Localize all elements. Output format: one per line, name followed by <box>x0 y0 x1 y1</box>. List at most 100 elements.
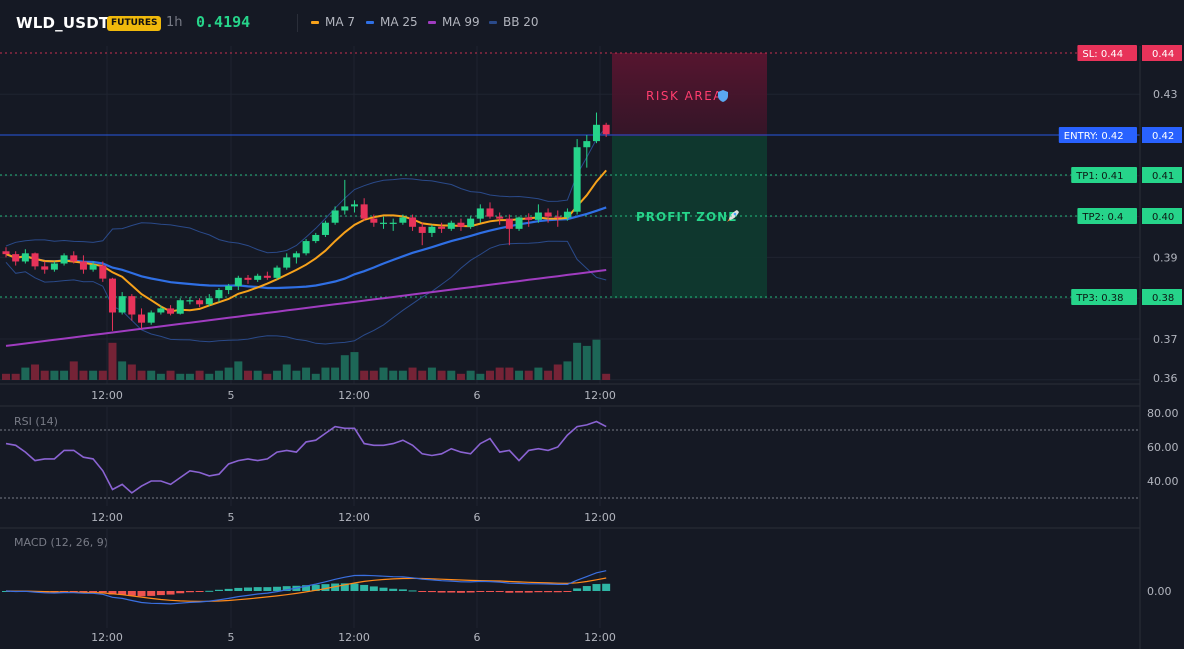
time-tick-label: 12:00 <box>338 389 370 402</box>
volume-bar <box>147 370 156 380</box>
volume-bar <box>253 370 262 380</box>
macd-panel[interactable]: 0.00 12:00 5 12:00 6 12:00 <box>2 528 1172 644</box>
macd-hist-bar <box>205 590 214 592</box>
macd-hist-bar <box>486 591 494 592</box>
level-price-text: 0.38 <box>1152 293 1174 304</box>
price-time-axis: 12:00 5 12:00 6 12:00 <box>91 389 616 402</box>
profit-zone: PROFIT ZONE <box>612 136 767 298</box>
macd-hist-bar <box>127 591 136 596</box>
bb-lower-line <box>5 240 607 345</box>
level-tag-box <box>1058 127 1137 143</box>
volume-bar <box>195 370 204 380</box>
macd-hist-bar <box>224 588 233 591</box>
level-tag-text: TP2: 0.4 <box>1081 212 1123 223</box>
volume-bar <box>456 373 465 380</box>
macd-hist-bar <box>302 585 311 591</box>
candle-body <box>138 314 146 323</box>
legend-ma25[interactable]: MA 25 <box>366 15 418 29</box>
legend-bb20[interactable]: BB 20 <box>489 15 539 29</box>
time-tick-label: 5 <box>228 631 235 644</box>
legend-ma7-label: MA 7 <box>325 15 356 29</box>
candle-body <box>486 208 494 217</box>
volume-bar <box>369 370 378 380</box>
rsi-line <box>5 420 607 494</box>
candle-body <box>225 285 233 291</box>
candle-body <box>176 300 184 314</box>
macd-hist-bar <box>602 583 611 591</box>
volume-bar <box>31 364 40 380</box>
price-tick-label: 0.39 <box>1153 251 1178 264</box>
candle-body <box>496 216 504 219</box>
macd-hist-bar <box>389 588 398 591</box>
candle-body <box>380 222 388 224</box>
level-price-box <box>1142 127 1182 143</box>
volume-bar <box>427 367 436 380</box>
candle-body <box>563 211 571 218</box>
volume-bar <box>331 367 340 380</box>
volume-bar <box>311 373 320 380</box>
level-lines <box>0 52 1140 298</box>
symbol-name[interactable]: WLD_USDT <box>16 14 110 32</box>
candle-body <box>215 290 223 299</box>
volume-bar <box>244 370 252 380</box>
candle-body <box>273 267 281 278</box>
macd-hist-bar <box>185 591 194 593</box>
candle-body <box>128 296 136 315</box>
macd-hist-bar <box>214 589 223 591</box>
macd-hist-bar <box>515 591 524 593</box>
macd-hist-bar <box>592 584 601 591</box>
candle-body <box>89 264 97 270</box>
candle-body <box>573 147 581 212</box>
rsi-panel[interactable]: 80.00 60.00 40.00 12:00 5 12:00 6 12:00 <box>0 406 1179 524</box>
price-tick-label: 0.37 <box>1153 333 1178 346</box>
volume-bar <box>185 373 194 380</box>
legend-ma99[interactable]: MA 99 <box>428 15 480 29</box>
market-badge: FUTURES <box>107 16 162 31</box>
price-axis[interactable]: 0.43 0.39 0.37 0.36 <box>1153 88 1178 385</box>
time-tick-label: 5 <box>228 511 235 524</box>
candle-body <box>147 312 155 323</box>
volume-bar <box>302 367 311 380</box>
time-tick-label: 12:00 <box>91 631 123 644</box>
candle-body <box>428 226 436 233</box>
macd-hist-bar <box>234 587 243 591</box>
candle-body <box>438 226 446 229</box>
volume-bar <box>534 367 543 380</box>
time-tick-label: 5 <box>228 389 235 402</box>
volume-bar <box>466 370 475 380</box>
candle-body <box>50 263 58 270</box>
rsi-tick-label: 40.00 <box>1147 475 1179 488</box>
macd-hist-bar <box>350 583 359 591</box>
macd-hist-bar <box>118 591 127 595</box>
time-tick-label: 12:00 <box>338 511 370 524</box>
candle-body <box>41 266 49 270</box>
volume-bar <box>524 370 533 380</box>
level-tag-box <box>1071 167 1137 183</box>
macd-hist-bar <box>108 591 117 595</box>
level-price-text: 0.41 <box>1152 171 1174 182</box>
candle-body <box>505 218 513 229</box>
level-tag-text: ENTRY: 0.42 <box>1064 131 1124 142</box>
time-tick-label: 12:00 <box>91 511 123 524</box>
volume-bar <box>544 370 553 380</box>
interval-selector[interactable]: 1h <box>166 15 183 30</box>
price-tick-label: 0.43 <box>1153 88 1178 101</box>
line-swatch-icon <box>311 20 319 24</box>
time-tick-label: 12:00 <box>584 511 616 524</box>
level-tag-box <box>1077 208 1137 224</box>
macd-hist-bar <box>79 591 88 592</box>
candle-body <box>157 308 165 313</box>
volume-bar <box>602 373 611 380</box>
volume-bar <box>224 367 233 380</box>
line-swatch-icon <box>489 20 497 24</box>
legend-ma7[interactable]: MA 7 <box>311 15 355 29</box>
candle-body <box>418 226 426 233</box>
candle-body <box>515 217 523 229</box>
volume-bar <box>69 361 78 380</box>
volume-bar <box>234 361 243 380</box>
volume-bar <box>321 367 330 380</box>
candle-body <box>108 278 116 313</box>
candle-body <box>205 298 213 305</box>
